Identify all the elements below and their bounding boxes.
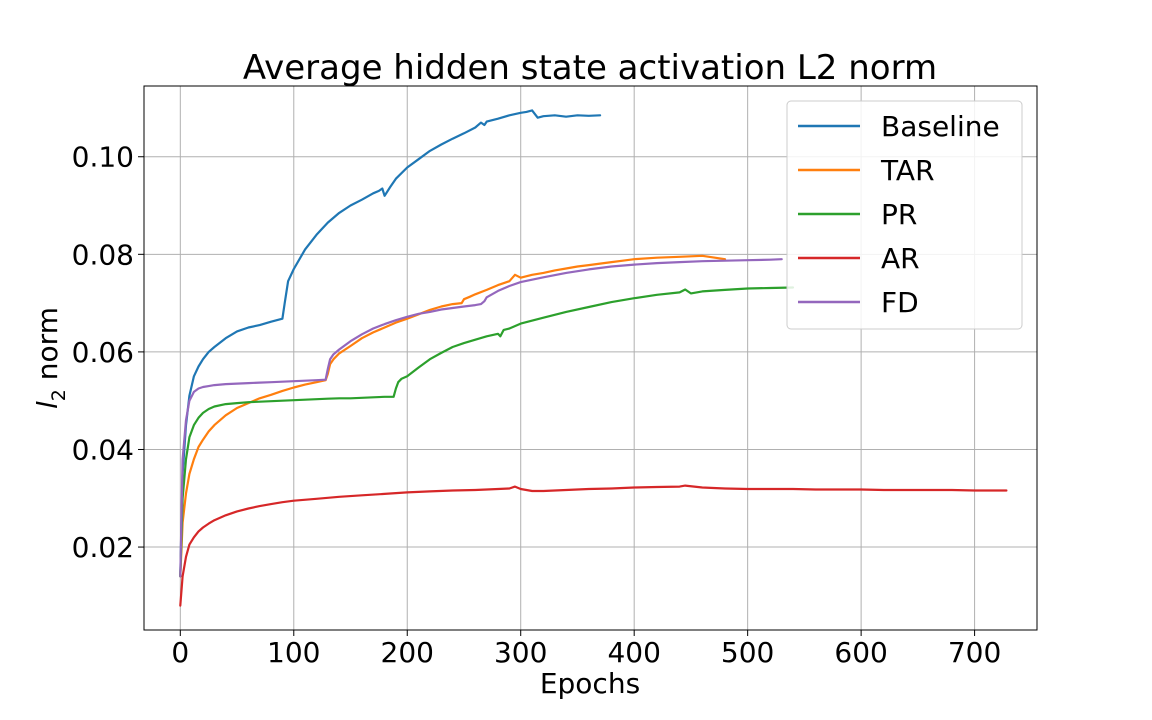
series-line-ar [179, 484, 1008, 607]
series-line-pr [179, 286, 795, 578]
y-tick-label: 0.02 [72, 531, 134, 564]
x-tick-label: 700 [948, 636, 1001, 669]
x-tick-label: 0 [171, 636, 189, 669]
x-tick-label: 600 [834, 636, 887, 669]
x-tick-label: 400 [607, 636, 660, 669]
series-line-tar [179, 254, 727, 578]
legend-label-fd: FD [881, 286, 919, 319]
x-tick-label: 200 [381, 636, 434, 669]
y-tick-label: 0.08 [72, 238, 134, 271]
y-tick-label: 0.10 [72, 141, 134, 174]
x-tick-label: 500 [721, 636, 774, 669]
x-axis: 0 100 200 300 400 500 600 700 [171, 630, 1001, 669]
legend-label-ar: AR [881, 242, 920, 275]
legend: Baseline TAR PR AR FD [786, 100, 1023, 330]
legend-label-pr: PR [881, 198, 917, 231]
legend-label-baseline: Baseline [881, 110, 1000, 143]
y-tick-label: 0.04 [72, 433, 134, 466]
legend-label-tar: TAR [880, 154, 935, 187]
x-tick-label: 100 [267, 636, 320, 669]
y-axis-label-rest: norm [31, 307, 64, 389]
series-line-fd [179, 258, 783, 578]
x-tick-label: 300 [494, 636, 547, 669]
y-axis: 0.02 0.04 0.06 0.08 0.10 [72, 141, 144, 564]
legend-box [786, 100, 1023, 330]
y-tick-label: 0.06 [72, 336, 134, 369]
series-layer [179, 109, 1008, 607]
chart-title: Average hidden state activation L2 norm [243, 48, 937, 88]
y-axis-label-subscript: 2 [48, 389, 70, 401]
grid-lines [144, 86, 1037, 630]
x-axis-label: Epochs [540, 667, 640, 700]
y-axis-label-base: l [31, 401, 64, 409]
series-line-baseline [179, 109, 602, 578]
plot-frame [143, 85, 1038, 631]
y-axis-label: l2 norm [31, 307, 70, 409]
